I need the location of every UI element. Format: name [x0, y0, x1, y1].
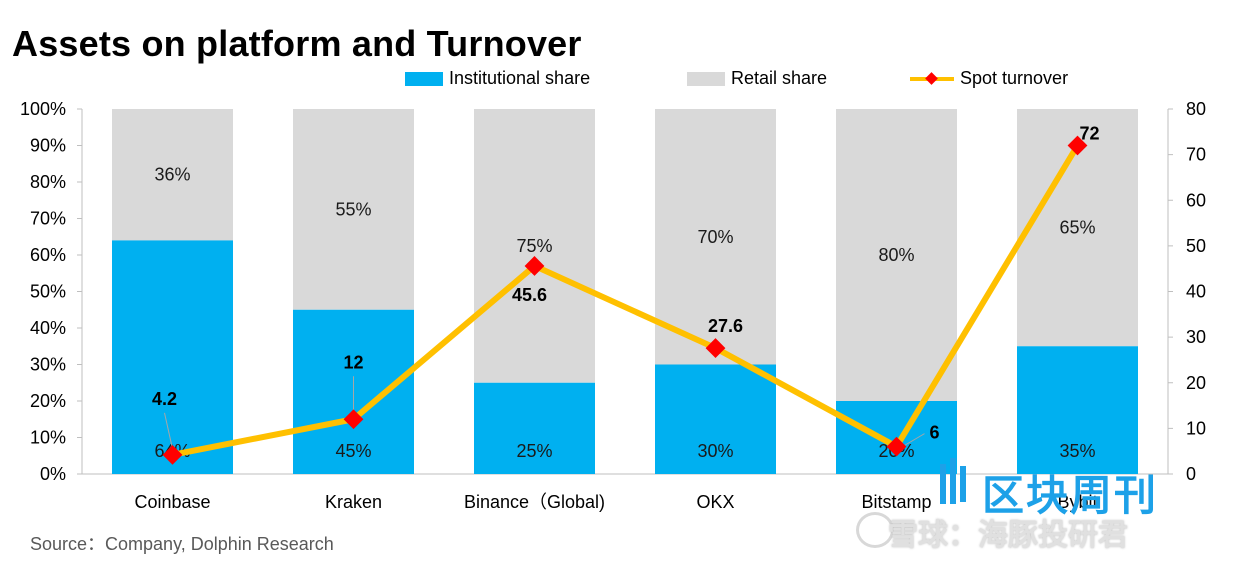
y-left-tick-label: 70%	[30, 209, 66, 229]
watermark: 区块周刊 雪球：海豚投研君	[848, 458, 1228, 558]
y-right-tick-label: 80	[1186, 99, 1206, 119]
y-left-tick-label: 30%	[30, 355, 66, 375]
turnover-marker	[524, 256, 545, 276]
bar-institutional	[1017, 346, 1138, 474]
y-left-tick-label: 80%	[30, 172, 66, 192]
institutional-data-label: 25%	[516, 441, 552, 461]
y-left-tick-label: 20%	[30, 391, 66, 411]
y-right-tick-label: 60	[1186, 190, 1206, 210]
category-label: Coinbase	[134, 492, 210, 512]
y-left-tick-label: 90%	[30, 136, 66, 156]
bar-retail	[112, 109, 233, 241]
category-label: Binance（Global)	[464, 492, 605, 512]
bar-institutional	[474, 382, 595, 474]
institutional-data-label: 45%	[335, 441, 371, 461]
retail-data-label: 55%	[335, 199, 371, 219]
legend-turnover-swatch	[910, 71, 954, 86]
turnover-marker	[162, 444, 183, 465]
turnover-marker	[886, 436, 907, 457]
y-left-tick-label: 50%	[30, 282, 66, 302]
bar-institutional	[655, 364, 776, 474]
turnover-marker	[705, 338, 726, 358]
y-right-tick-label: 40	[1186, 282, 1206, 302]
turnover-data-label: 45.6	[512, 285, 547, 305]
legend-institutional-label: Institutional share	[449, 68, 591, 88]
retail-data-label: 70%	[697, 227, 733, 247]
snowball-icon	[856, 512, 894, 548]
category-label: OKX	[696, 492, 734, 512]
y-right-tick-label: 30	[1186, 327, 1206, 347]
bar-retail	[836, 109, 957, 401]
legend: Institutional share Retail share Spot tu…	[0, 68, 1236, 94]
category-label: Bitstamp	[861, 492, 931, 512]
turnover-data-label: 27.6	[708, 316, 743, 336]
legend-institutional: Institutional share	[405, 68, 590, 89]
y-right-tick-label: 70	[1186, 145, 1206, 165]
y-right-tick-label: 0	[1186, 464, 1196, 484]
legend-retail-label: Retail share	[731, 68, 828, 88]
legend-institutional-swatch	[405, 71, 443, 86]
source-note: Source：Company, Dolphin Research	[30, 534, 334, 554]
y-left-tick-label: 0%	[40, 464, 66, 484]
turnover-data-label: 72	[1079, 124, 1099, 144]
category-label: Kraken	[325, 492, 382, 512]
turnover-leader-line	[902, 433, 925, 448]
legend-retail-swatch	[687, 71, 725, 86]
watermark-logo-icon	[940, 458, 966, 504]
y-left-tick-label: 100%	[20, 99, 66, 119]
legend-turnover-label: Spot turnover	[960, 68, 1069, 88]
turnover-data-label: 6	[929, 423, 939, 443]
watermark-title: 区块周刊	[982, 472, 1159, 519]
turnover-data-label: 12	[343, 352, 363, 372]
bar-institutional	[112, 240, 233, 474]
turnover-data-label: 4.2	[152, 389, 177, 409]
y-left-tick-label: 10%	[30, 428, 66, 448]
y-right-tick-label: 20	[1186, 373, 1206, 393]
turnover-marker	[1067, 135, 1088, 156]
retail-data-label: 65%	[1059, 218, 1095, 238]
y-left-tick-label: 40%	[30, 318, 66, 338]
institutional-data-label: 30%	[697, 441, 733, 461]
legend-turnover: Spot turnover	[910, 68, 1068, 89]
category-label: Bybit	[1057, 492, 1097, 512]
bar-retail	[655, 109, 776, 365]
chart-title: Assets on platform and Turnover	[12, 23, 582, 64]
institutional-data-label: 35%	[1059, 441, 1095, 461]
y-left-tick-label: 60%	[30, 245, 66, 265]
turnover-leader-line	[164, 412, 173, 449]
turnover-line	[169, 142, 1081, 458]
retail-data-label: 80%	[878, 245, 914, 265]
y-right-tick-label: 50	[1186, 236, 1206, 256]
y-right-tick-label: 10	[1186, 418, 1206, 438]
turnover-marker	[343, 409, 364, 430]
watermark-sub: 雪球：海豚投研君	[888, 519, 1128, 552]
legend-retail: Retail share	[687, 68, 827, 89]
bar-retail	[474, 109, 595, 383]
retail-data-label: 75%	[516, 236, 552, 256]
bar-retail	[293, 109, 414, 310]
retail-data-label: 36%	[154, 165, 190, 185]
